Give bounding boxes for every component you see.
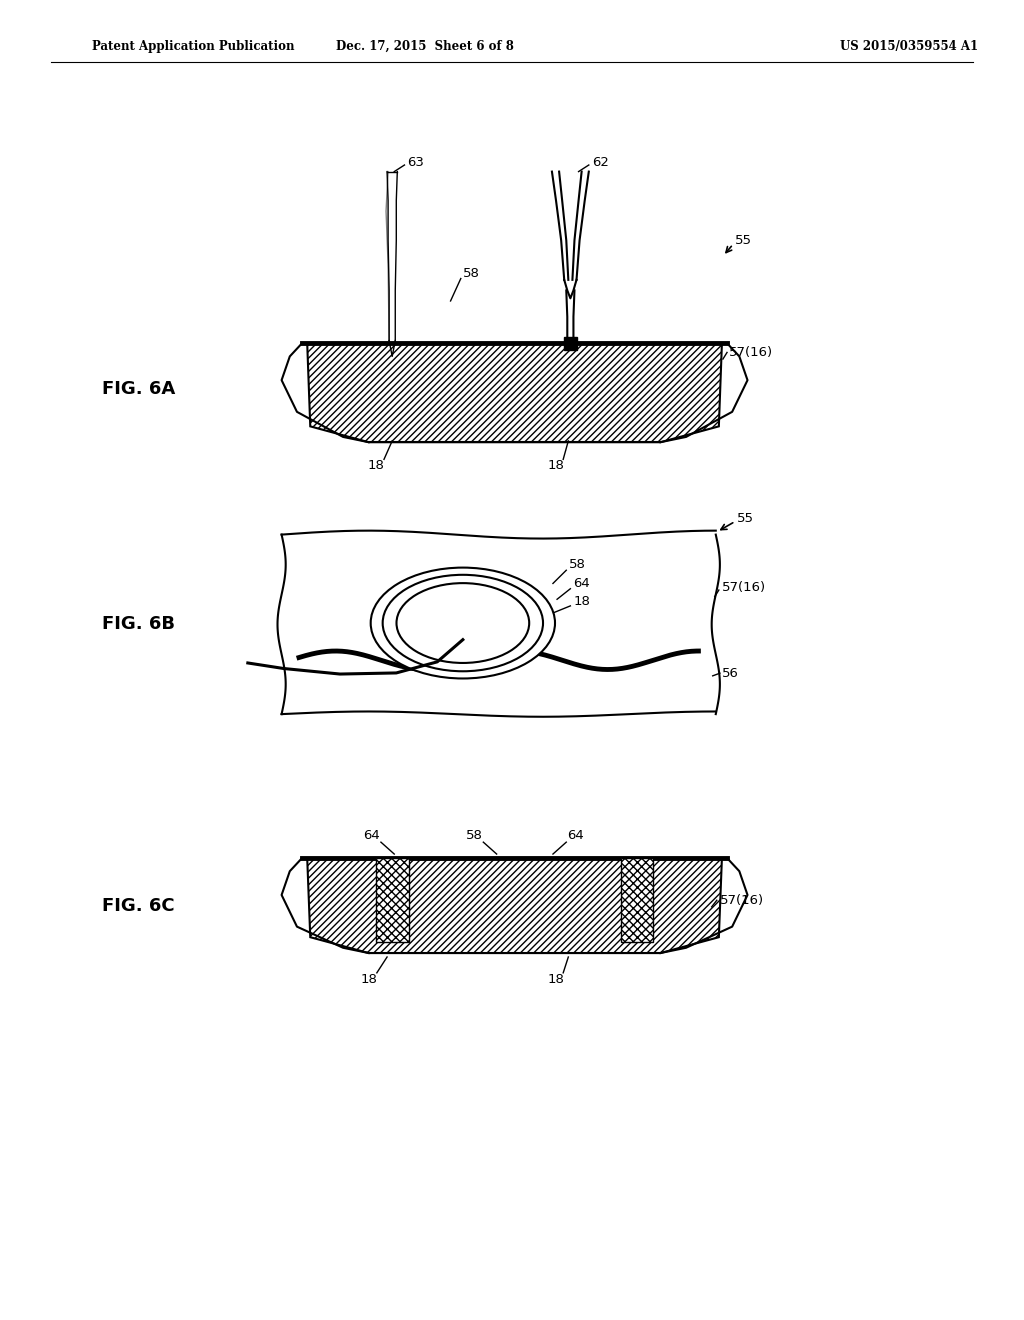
Text: 58: 58 (569, 558, 586, 572)
Text: 57(16): 57(16) (729, 346, 773, 359)
Text: 64: 64 (364, 829, 380, 842)
Text: 18: 18 (368, 459, 384, 473)
Text: 58: 58 (463, 267, 479, 280)
Text: 57(16): 57(16) (720, 894, 764, 907)
Text: 63: 63 (408, 156, 424, 169)
Bar (621, 858, 653, 942)
Text: 57(16): 57(16) (722, 581, 766, 594)
Text: 64: 64 (573, 577, 590, 590)
Text: Dec. 17, 2015  Sheet 6 of 8: Dec. 17, 2015 Sheet 6 of 8 (336, 40, 514, 53)
Polygon shape (307, 858, 722, 953)
Text: Patent Application Publication: Patent Application Publication (92, 40, 295, 53)
Bar (564, 337, 577, 350)
Text: 18: 18 (573, 595, 590, 609)
Ellipse shape (376, 572, 550, 675)
Polygon shape (376, 858, 409, 942)
Bar (287, 539, 711, 710)
Ellipse shape (396, 583, 529, 663)
Text: 18: 18 (548, 973, 564, 986)
Bar (376, 858, 409, 942)
Text: 18: 18 (360, 973, 377, 986)
Text: FIG. 6B: FIG. 6B (102, 615, 175, 634)
Ellipse shape (371, 568, 555, 678)
Text: 62: 62 (592, 156, 608, 169)
Text: 55: 55 (735, 234, 753, 247)
Text: 55: 55 (737, 512, 755, 525)
Ellipse shape (389, 578, 537, 668)
Text: US 2015/0359554 A1: US 2015/0359554 A1 (840, 40, 978, 53)
Polygon shape (621, 858, 653, 942)
Text: FIG. 6C: FIG. 6C (102, 896, 175, 915)
Text: 58: 58 (466, 829, 482, 842)
Text: 56: 56 (722, 667, 738, 680)
Text: 18: 18 (548, 459, 564, 473)
Polygon shape (307, 343, 722, 442)
Ellipse shape (383, 574, 543, 672)
Text: FIG. 6A: FIG. 6A (102, 380, 176, 399)
Text: 64: 64 (567, 829, 584, 842)
